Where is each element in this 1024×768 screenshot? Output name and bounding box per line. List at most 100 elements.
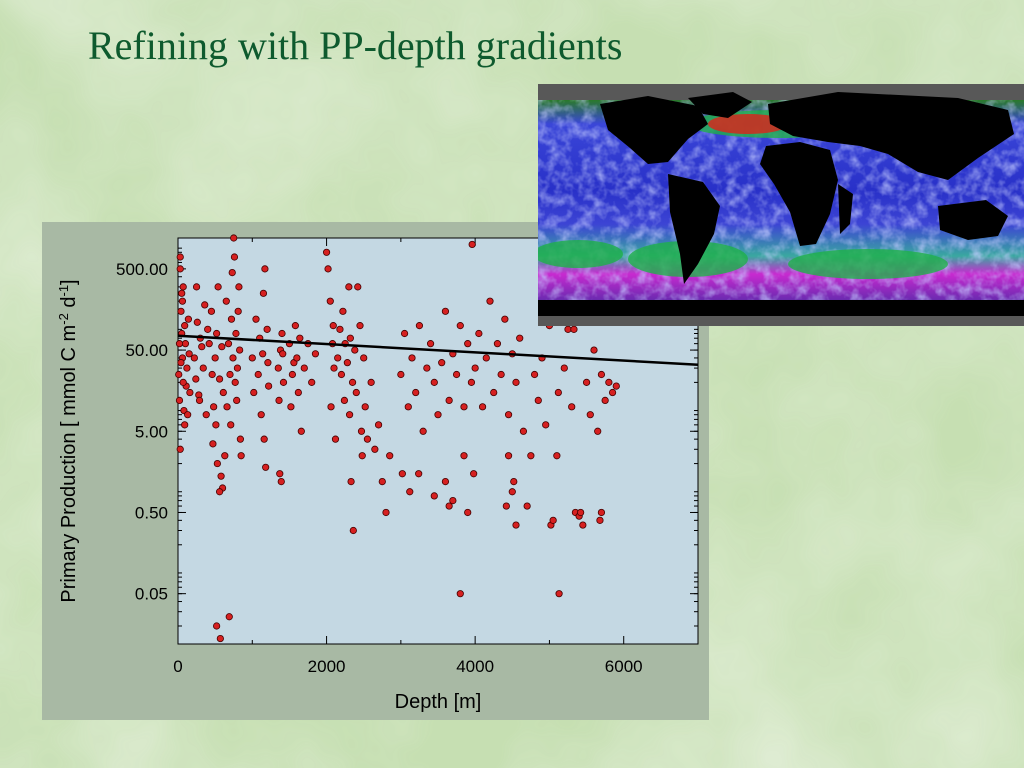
data-point [445,396,453,404]
data-point [300,364,308,372]
data-point [482,354,490,362]
data-point [190,354,198,362]
data-point [371,445,379,453]
data-point [183,364,191,372]
y-axis-label-superscript: -2 [56,313,71,325]
data-point [456,590,464,598]
data-point [322,248,331,256]
data-point [415,470,423,478]
data-point [590,346,598,354]
data-point [222,297,230,305]
data-point [430,492,438,500]
data-point [597,508,606,517]
data-point [426,340,435,348]
data-point [216,375,224,383]
data-point [227,421,235,429]
data-point [274,364,282,372]
data-point [216,634,224,643]
data-point [175,370,183,379]
data-point [199,364,207,372]
data-point [415,322,424,330]
data-point [486,297,494,305]
data-point [276,470,284,478]
data-point [441,477,450,486]
data-point [406,488,414,496]
data-point [501,315,509,323]
y-tick-label: 0.50 [135,503,168,522]
data-point [230,234,238,242]
data-point [512,378,520,386]
data-point [438,359,446,367]
data-point [224,340,233,348]
data-point [178,289,186,297]
data-point [278,329,286,338]
data-point [460,403,468,411]
data-point [475,329,483,338]
data-point [352,388,360,397]
data-point [226,370,234,379]
data-point [358,452,366,460]
y-axis-label-text: d [58,297,80,314]
data-point [177,307,185,315]
data-point [449,497,457,505]
data-point [259,350,267,358]
data-point [331,435,340,443]
data-point [257,411,265,419]
data-point [208,370,216,379]
data-point [568,403,576,411]
data-point [356,322,364,330]
data-point [400,329,409,338]
data-point [261,265,269,273]
data-point [348,378,357,386]
data-point [294,388,302,397]
data-point [519,427,528,435]
data-point [367,378,375,386]
data-point [460,452,468,460]
data-point [210,403,218,411]
data-point [542,421,550,429]
data-point [184,411,192,419]
data-point [467,378,476,386]
data-point [337,370,346,379]
data-point [275,396,283,404]
data-point [308,378,316,386]
data-point [231,378,239,386]
data-point [198,343,206,351]
data-point [230,253,239,261]
data-point [612,382,620,390]
data-point [225,613,233,621]
x-axis-label: Depth [m] [395,691,482,713]
data-point [311,350,320,358]
data-point [264,359,272,367]
data-point [179,283,187,291]
data-point [279,378,288,386]
data-point [252,315,260,323]
data-point [534,396,542,404]
data-point [248,354,256,362]
data-point [217,472,225,480]
data-point [601,396,609,404]
data-point [470,470,478,478]
data-point [205,340,213,348]
data-point [516,334,524,342]
data-point [419,427,427,435]
data-point [175,396,184,404]
data-point [523,502,531,510]
data-point [343,359,351,367]
y-tick-label: 50.00 [125,341,168,360]
data-point [293,354,301,362]
y-axis-label-text: Primary Production [ mmol C m [58,325,80,603]
data-point [192,283,201,291]
data-point [582,378,591,386]
global-ocean-chlorophyll-map [538,84,1024,326]
data-point [382,508,390,517]
data-point [213,459,221,468]
data-point [490,388,498,397]
data-point [351,346,359,354]
data-point [586,411,594,419]
data-point [361,403,369,411]
data-point [512,521,520,529]
y-tick-label: 5.00 [135,422,168,441]
data-point [345,283,353,291]
data-point [386,452,394,460]
